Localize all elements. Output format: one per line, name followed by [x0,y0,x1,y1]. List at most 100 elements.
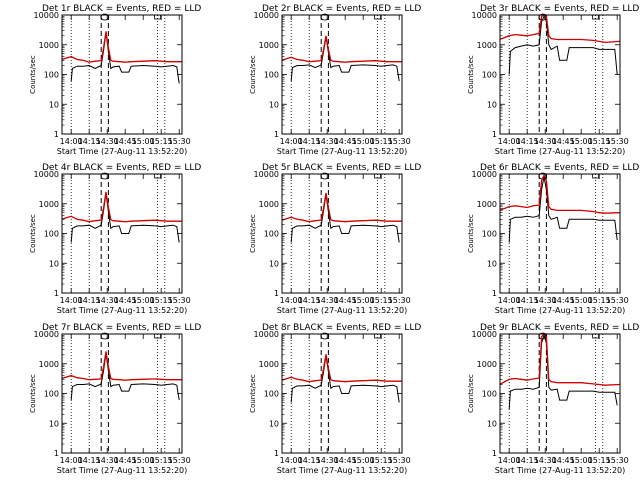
chart-panel: Det 2r BLACK = Events, RED = LLD 1 10 100 10… [249,4,421,156]
x-tick-label: 14:00 [60,137,83,146]
x-tick-label: 14:00 [498,137,521,146]
y-tick-label: 1 [274,130,279,139]
lld-series-line [499,332,620,386]
events-series-line [70,32,180,84]
x-tick-label: 14:30 [96,456,119,465]
y-tick-label: 10 [49,419,59,428]
y-tick-label: 10 [269,259,279,268]
y-tick-label: 100 [264,230,279,239]
x-axis-label: Start Time (27-Aug-11 13:52:20) [495,466,626,475]
panel-title: Det 8r BLACK = Events, RED = LLD [262,323,421,333]
x-tick-label: 15:30 [168,456,191,465]
x-tick-label: 14:00 [60,296,83,305]
x-tick-label: 14:30 [534,296,557,305]
x-tick-label: 14:15 [78,296,101,305]
x-tick-label: 15:15 [588,137,611,146]
lld-series-line [281,35,402,63]
x-tick-label: 14:45 [334,296,357,305]
y-tick-label: 1000 [39,360,59,369]
panel-title: Det 6r BLACK = Events, RED = LLD [480,163,639,173]
x-tick-label: 15:15 [150,137,173,146]
x-tick-label: 14:30 [96,296,119,305]
event-marker [100,13,110,21]
lld-series-line [499,14,620,44]
x-tick-label: 15:15 [150,456,173,465]
event-marker [320,13,330,21]
y-tick-label: 1000 [259,200,279,209]
x-tick-label: 15:15 [370,137,393,146]
y-tick-label: 1 [492,289,497,298]
x-axis-label: Start Time (27-Aug-11 13:52:20) [495,147,626,156]
panel-title: Det 3r BLACK = Events, RED = LLD [480,4,639,14]
y-tick-label: 10000 [34,170,59,179]
y-tick-label: 1 [54,289,59,298]
event-marker [100,332,110,340]
y-axis-label: Counts/sec [249,55,257,94]
y-tick-label: 10000 [472,170,497,179]
x-tick-label: 14:00 [280,296,303,305]
y-tick-label: 10000 [472,330,497,339]
x-tick-label: 15:00 [570,456,593,465]
y-tick-label: 10 [487,100,497,109]
x-tick-label: 14:00 [280,137,303,146]
y-tick-label: 10000 [34,11,59,20]
y-tick-label: 100 [482,71,497,80]
y-tick-label: 10000 [254,330,279,339]
x-tick-label: 14:45 [334,137,357,146]
panel-title: Det 1r BLACK = Events, RED = LLD [42,4,201,14]
x-tick-label: 14:30 [96,137,119,146]
panel-title: Det 5r BLACK = Events, RED = LLD [262,163,421,173]
x-tick-label: 15:15 [150,296,173,305]
event-marker [320,332,330,340]
y-tick-label: 1 [54,449,59,458]
x-tick-label: 14:00 [280,456,303,465]
y-tick-label: 100 [482,390,497,399]
chart-panel: Det 3r BLACK = Events, RED = LLD 1 10 100 10… [467,4,639,156]
chart-panel: Det 6r BLACK = Events, RED = LLD 1 10 100 10… [467,163,639,315]
x-tick-label: 14:15 [298,456,321,465]
events-series-line [508,176,618,243]
y-tick-label: 10 [487,419,497,428]
y-axis-label: Counts/sec [29,55,37,94]
x-tick-label: 14:15 [516,296,539,305]
events-series-line [70,193,180,243]
y-tick-label: 1000 [477,41,497,50]
plot-frame [61,14,183,135]
y-tick-label: 100 [44,230,59,239]
chart-panel: Det 9r BLACK = Events, RED = LLD 1 10 100 10… [467,323,639,475]
x-tick-label: 15:00 [132,456,155,465]
y-tick-label: 1000 [259,360,279,369]
y-axis-label: Counts/sec [249,374,257,413]
plot-frame [281,14,403,135]
x-tick-label: 14:00 [498,456,521,465]
chart-panel: Det 8r BLACK = Events, RED = LLD 1 10 100 10… [249,323,421,475]
y-axis-label: Counts/sec [29,374,37,413]
x-tick-label: 14:45 [114,456,137,465]
lld-series-line [281,192,402,223]
x-tick-label: 14:15 [78,456,101,465]
x-tick-label: 15:30 [388,137,411,146]
chart-panel: Det 4r BLACK = Events, RED = LLD 1 10 100 10… [29,163,201,315]
panel-title: Det 4r BLACK = Events, RED = LLD [42,163,201,173]
x-tick-label: 14:45 [334,456,357,465]
x-axis-label: Start Time (27-Aug-11 13:52:20) [57,147,188,156]
y-tick-label: 100 [482,230,497,239]
x-tick-label: 14:00 [498,296,521,305]
y-axis-label: Counts/sec [467,55,475,94]
x-axis-label: Start Time (27-Aug-11 13:52:20) [495,306,626,315]
chart-panel: Det 7r BLACK = Events, RED = LLD 1 10 100 10… [29,323,201,475]
panel-title: Det 7r BLACK = Events, RED = LLD [42,323,201,333]
x-tick-label: 14:15 [298,296,321,305]
plot-frame [61,333,183,454]
x-tick-label: 15:30 [388,456,411,465]
x-tick-label: 15:00 [352,296,375,305]
y-axis-label: Counts/sec [249,214,257,253]
x-tick-label: 15:30 [606,456,629,465]
y-tick-label: 100 [44,390,59,399]
x-tick-label: 15:30 [388,296,411,305]
x-tick-label: 14:15 [516,137,539,146]
y-tick-label: 10 [269,419,279,428]
events-series-line [290,356,400,403]
y-tick-label: 1 [492,130,497,139]
